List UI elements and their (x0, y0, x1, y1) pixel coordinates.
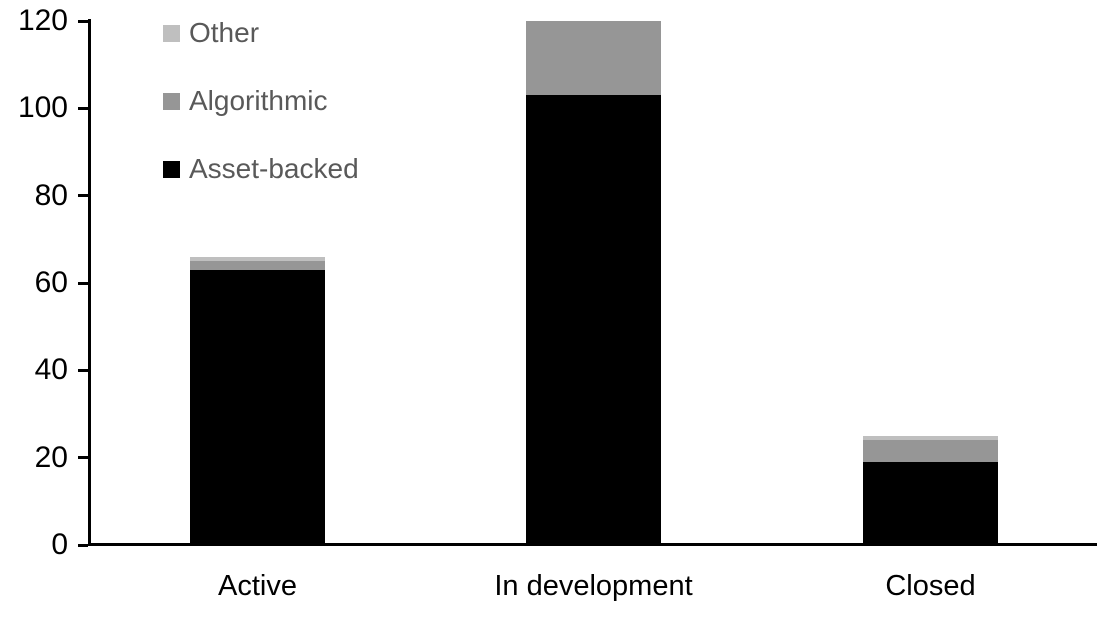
y-axis-tick-label-20: 20 (34, 440, 68, 474)
y-axis-tick-120 (78, 19, 88, 23)
y-axis-tick-80 (78, 194, 88, 198)
y-axis-tick-label-40: 40 (34, 353, 68, 387)
y-axis-tick-0 (78, 543, 88, 547)
y-axis-tick-60 (78, 281, 88, 285)
y-axis-tick-label-120: 120 (17, 4, 68, 37)
legend-item-asset-backed: Asset-backed (163, 155, 359, 183)
legend-swatch-algorithmic (163, 92, 180, 110)
y-axis-tick-label-80: 80 (34, 178, 68, 212)
legend-item-other: Other (163, 19, 259, 47)
y-axis-tick-40 (78, 368, 88, 372)
y-axis-tick-20 (78, 456, 88, 460)
bar-in-development-asset-backed (526, 95, 661, 545)
legend-label-other: Other (189, 17, 260, 48)
x-axis-label-closed: Closed (885, 570, 976, 602)
y-axis-tick-label-60: 60 (34, 266, 68, 299)
x-axis-label-active: Active (218, 570, 297, 602)
legend-swatch-other (163, 24, 180, 42)
y-axis-line (88, 19, 91, 546)
x-axis-label-in-development: In development (494, 570, 693, 602)
y-axis-tick-label-100: 100 (17, 91, 68, 125)
legend-swatch-asset-backed (163, 160, 180, 178)
y-axis-tick-100 (78, 106, 88, 110)
y-axis-tick-label-0: 0 (51, 528, 68, 561)
bar-active-other (190, 256, 325, 262)
legend-item-algorithmic: Algorithmic (163, 87, 327, 115)
bar-in-development-algorithmic (526, 21, 661, 96)
legend-label-asset-backed: Asset-backed (189, 153, 359, 184)
legend-label-algorithmic: Algorithmic (189, 85, 328, 116)
bar-active-algorithmic (190, 261, 325, 270)
bar-closed-algorithmic (863, 440, 998, 463)
bar-closed-other (863, 435, 998, 441)
bar-active-asset-backed (190, 269, 325, 545)
bar-closed-asset-backed (863, 462, 998, 545)
